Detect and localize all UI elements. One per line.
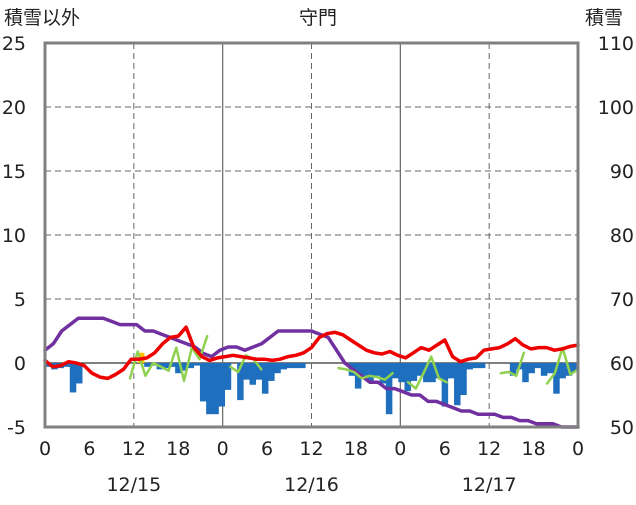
precip-bar (299, 363, 306, 369)
precip-bar (540, 363, 548, 376)
series-lines (43, 316, 580, 429)
x-tick-label: 6 (261, 438, 273, 460)
precip-bar (460, 363, 467, 395)
precip-bar (553, 363, 560, 394)
precip-bar (268, 363, 275, 381)
precip-bar (175, 363, 182, 374)
precip-bar (447, 363, 455, 379)
precip-bar (435, 363, 442, 379)
x-tick-label: 6 (83, 438, 95, 460)
precip-bar (206, 363, 213, 415)
precip-bar (212, 363, 219, 415)
right-tick-label: 100 (598, 97, 634, 119)
precip-bar (237, 363, 244, 401)
right-axis-title: 積雪 (585, 7, 623, 29)
precip-bar (292, 363, 300, 369)
precip-bar (429, 363, 436, 383)
wind-line (499, 351, 526, 378)
precip-bar (571, 363, 579, 372)
precip-bar (168, 363, 176, 367)
precip-bar (534, 363, 542, 369)
precip-bar (274, 363, 281, 374)
left-tick-label: 0 (14, 353, 26, 375)
precip-bar (528, 363, 535, 374)
left-axis-title: 積雪以外 (4, 7, 80, 29)
precip-bar (392, 363, 399, 379)
precip-bar (472, 363, 480, 369)
precip-bar (522, 363, 529, 383)
x-tick-label: 0 (572, 438, 584, 460)
precip-bar (255, 363, 263, 380)
precip-bar (404, 363, 411, 392)
x-tick-label: 12 (122, 438, 146, 460)
right-tick-label: 80 (610, 225, 634, 247)
x-tick-label: 0 (39, 438, 51, 460)
precip-bar (398, 363, 405, 383)
precip-bar (63, 363, 71, 367)
plot-frame (43, 41, 580, 429)
precip-bar (441, 363, 449, 407)
precip-bar (224, 363, 232, 390)
precip-bar (361, 363, 368, 376)
precip-bar (286, 363, 294, 369)
wind-line (229, 354, 263, 374)
left-tick-label: 25 (2, 33, 26, 55)
precip-bar (373, 363, 380, 376)
precip-bar (416, 363, 424, 376)
precip-bar (187, 363, 195, 369)
right-tick-label: 60 (610, 353, 634, 375)
x-tick-label: 18 (344, 438, 368, 460)
precip-bar (181, 363, 188, 371)
left-tick-label: 20 (2, 97, 26, 119)
precip-bar (69, 363, 77, 393)
wind-line (406, 355, 448, 390)
chart-title: 守門 (299, 7, 337, 29)
x-tick-label: 18 (521, 438, 545, 460)
precip-bar (559, 363, 566, 379)
temperature-line (43, 325, 580, 381)
right-tick-label: 90 (610, 161, 634, 183)
left-tick-label: 10 (2, 225, 26, 247)
right-tick-label: 70 (610, 289, 634, 311)
precip-bar (243, 363, 250, 380)
x-tick-label: 0 (394, 438, 406, 460)
date-label: 12/17 (462, 474, 517, 496)
x-tick-label: 0 (217, 438, 229, 460)
left-tick-label: 5 (14, 289, 26, 311)
precip-bar (218, 363, 226, 407)
left-tick-label: -5 (7, 417, 26, 439)
x-tick-label: 18 (166, 438, 190, 460)
date-label: 12/16 (284, 474, 339, 496)
precip-bar (162, 363, 170, 369)
precip-bar (144, 363, 151, 367)
precip-bar (249, 363, 257, 385)
precip-bar (367, 363, 374, 383)
precip-bar (199, 363, 207, 402)
precip-bar (509, 363, 517, 376)
right-tick-label: 50 (610, 417, 634, 439)
precip-bar (423, 363, 430, 383)
x-tick-label: 12 (477, 438, 501, 460)
snow-depth-line (43, 316, 580, 429)
precip-bar (466, 363, 473, 370)
precip-bar (193, 363, 201, 366)
x-tick-label: 6 (439, 438, 451, 460)
right-tick-label: 110 (598, 33, 634, 55)
precip-bar (75, 363, 83, 384)
left-tick-label: 15 (2, 161, 26, 183)
precip-bar (280, 363, 288, 370)
wind-line (128, 334, 209, 383)
precip-bar (410, 363, 418, 381)
precip-bar (454, 363, 461, 406)
x-tick-label: 12 (299, 438, 323, 460)
date-label: 12/15 (106, 474, 161, 496)
wind-line (337, 366, 394, 381)
precip-bar (478, 363, 486, 369)
precip-bar (379, 363, 387, 384)
precip-bar (547, 363, 554, 374)
precip-bar (261, 363, 269, 394)
